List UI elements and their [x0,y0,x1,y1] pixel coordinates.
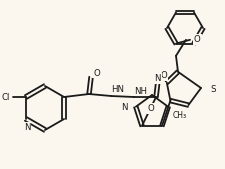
Text: N: N [121,103,127,112]
Text: O: O [93,68,99,78]
Text: O: O [159,71,166,80]
Text: N: N [24,123,30,131]
Text: CH₃: CH₃ [171,111,185,120]
Text: O: O [147,104,154,113]
Text: HN: HN [111,86,124,94]
Text: NH: NH [134,87,147,95]
Text: O: O [193,35,200,44]
Text: S: S [209,84,215,93]
Text: Cl: Cl [2,92,10,102]
Text: N: N [154,74,160,83]
